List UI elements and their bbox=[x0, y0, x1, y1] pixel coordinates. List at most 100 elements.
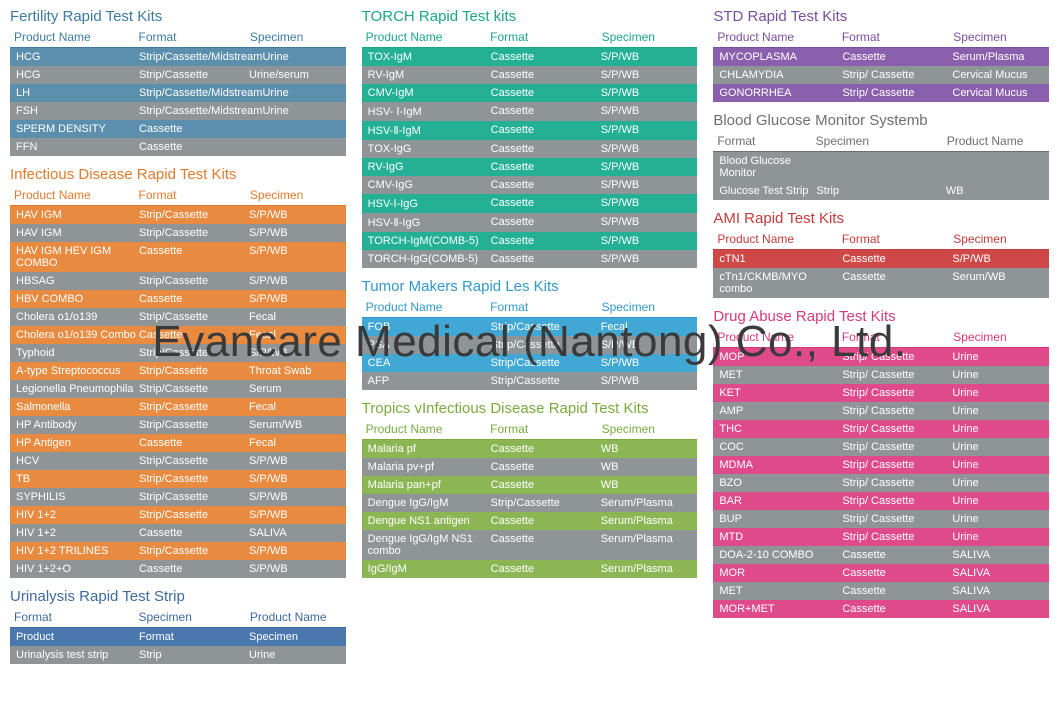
cell: Strip/Cassette bbox=[139, 509, 249, 521]
cell: S/P/WB bbox=[601, 105, 692, 118]
table-row: TORCH-IgM(COMB-5)CassetteS/P/WB bbox=[362, 232, 698, 250]
table-row: AMPStrip/ CassetteUrine bbox=[713, 402, 1049, 420]
cell: Legionella Pneumophila bbox=[16, 383, 139, 395]
cell: S/P/WB bbox=[249, 209, 340, 221]
cell: HAV IGM bbox=[16, 209, 139, 221]
section: Tropics vInfectious Disease Rapid Test K… bbox=[362, 400, 698, 578]
cell: S/P/WB bbox=[249, 293, 340, 305]
cell: Strip/Cassette bbox=[491, 497, 601, 509]
header-cell: Specimen bbox=[139, 610, 250, 624]
cell: S/P/WB bbox=[601, 375, 692, 387]
section-title: Tumor Makers Rapid Les Kits bbox=[362, 278, 698, 295]
cell: Cassette bbox=[491, 461, 601, 473]
cell: Cholera o1/o139 bbox=[16, 311, 139, 323]
cell: Fecal bbox=[249, 401, 340, 413]
section: Drug Abuse Rapid Test KitsProduct NameFo… bbox=[713, 308, 1049, 618]
cell: MOR bbox=[719, 567, 842, 579]
cell: S/P/WB bbox=[601, 357, 692, 369]
cell: Strip/ Cassette bbox=[842, 423, 952, 435]
cell: Strip/Cassette bbox=[491, 375, 601, 387]
cell: MET bbox=[719, 369, 842, 381]
table-row: TORCH-IgG(COMB-5)CassetteS/P/WB bbox=[362, 250, 698, 268]
table-header: Product NameFormatSpecimen bbox=[10, 28, 346, 48]
cell: SALIVA bbox=[952, 603, 1043, 615]
cell: FFN bbox=[16, 141, 139, 153]
column-0: Fertility Rapid Test KitsProduct NameFor… bbox=[10, 8, 346, 674]
cell: TB bbox=[16, 473, 139, 485]
cell: BAR bbox=[719, 495, 842, 507]
section-title: STD Rapid Test Kits bbox=[713, 8, 1049, 25]
cell: SYPHILIS bbox=[16, 491, 139, 503]
cell: LH bbox=[16, 87, 139, 99]
cell: Cervical Mucus bbox=[952, 87, 1043, 99]
cell: HBSAG bbox=[16, 275, 139, 287]
section: Tumor Makers Rapid Les KitsProduct NameF… bbox=[362, 278, 698, 390]
section-title: Blood Glucose Monitor Systemb bbox=[713, 112, 1049, 129]
cell: Serum/Plasma bbox=[601, 533, 692, 557]
cell: GONORRHEA bbox=[719, 87, 842, 99]
header-cell: Format bbox=[842, 232, 953, 246]
header-cell: Format bbox=[490, 30, 601, 44]
cell: Cassette bbox=[139, 245, 249, 269]
table-row: MYCOPLASMACassetteSerum/Plasma bbox=[713, 48, 1049, 66]
cell: HIV 1+2 TRILINES bbox=[16, 545, 139, 557]
cell: Urine bbox=[262, 105, 353, 117]
cell: HAV IGM bbox=[16, 227, 139, 239]
cell: HP Antibody bbox=[16, 419, 139, 431]
table-row: HCVStrip/CassetteS/P/WB bbox=[10, 452, 346, 470]
cell: SALIVA bbox=[952, 567, 1043, 579]
cell: HIV 1+2+O bbox=[16, 563, 139, 575]
cell: HCG bbox=[16, 51, 139, 63]
cell: Serum/Plasma bbox=[601, 497, 692, 509]
cell: Strip/Cassette/Midstream bbox=[139, 87, 262, 99]
table-header: Product NameFormatSpecimen bbox=[362, 420, 698, 440]
cell: TOX-IgG bbox=[368, 143, 491, 155]
cell: Typhoid bbox=[16, 347, 139, 359]
cell: A-type Streptococcus bbox=[16, 365, 139, 377]
cell: WB bbox=[601, 461, 692, 473]
cell: Strip/Cassette bbox=[139, 69, 249, 81]
table-header: Product NameFormatSpecimen bbox=[713, 230, 1049, 250]
cell: S/P/WB bbox=[601, 339, 692, 351]
table-row: SalmonellaStrip/CassetteFecal bbox=[10, 398, 346, 416]
section-title: TORCH Rapid Test kits bbox=[362, 8, 698, 25]
cell: S/P/WB bbox=[249, 455, 340, 467]
table-row: FSHStrip/Cassette/MidstreamUrine bbox=[10, 102, 346, 120]
section: Infectious Disease Rapid Test KitsProduc… bbox=[10, 166, 346, 578]
cell: Fecal bbox=[249, 437, 340, 449]
table-header: FormatSpecimenProduct Name bbox=[713, 132, 1049, 152]
section: AMI Rapid Test KitsProduct NameFormatSpe… bbox=[713, 210, 1049, 298]
cell: HBV COMBO bbox=[16, 293, 139, 305]
cell: Cassette bbox=[491, 143, 601, 155]
cell: Blood Glucose Monitor bbox=[719, 155, 816, 179]
cell: Urine bbox=[262, 87, 353, 99]
cell: Dengue IgG/IgM bbox=[368, 497, 491, 509]
cell: Serum/WB bbox=[952, 271, 1043, 295]
header-cell: Specimen bbox=[250, 188, 342, 202]
table-row: HAV IGM HEV IGM COMBOCassetteS/P/WB bbox=[10, 242, 346, 272]
cell: Strip/Cassette bbox=[139, 491, 249, 503]
cell: FOB bbox=[368, 321, 491, 333]
cell: WB bbox=[601, 443, 692, 455]
cell: Cassette bbox=[491, 235, 601, 247]
table-row: Blood Glucose Monitor bbox=[713, 152, 1049, 182]
cell: MDMA bbox=[719, 459, 842, 471]
table-row: HIV 1+2Strip/CassetteS/P/WB bbox=[10, 506, 346, 524]
cell: Strip/Cassette bbox=[491, 339, 601, 351]
table-row: THCStrip/ CassetteUrine bbox=[713, 420, 1049, 438]
header-cell: Product Name bbox=[717, 330, 842, 344]
cell: Strip/ Cassette bbox=[842, 531, 952, 543]
cell: Serum bbox=[249, 383, 340, 395]
cell: Cassette bbox=[491, 105, 601, 118]
cell: S/P/WB bbox=[601, 87, 692, 99]
table-row: RV-IgMCassetteS/P/WB bbox=[362, 66, 698, 84]
cell: Urine bbox=[952, 477, 1043, 489]
cell: Urine bbox=[952, 423, 1043, 435]
cell: FSH bbox=[16, 105, 139, 117]
cell: S/P/WB bbox=[249, 275, 340, 287]
header-cell: Specimen bbox=[953, 330, 1045, 344]
cell: Strip/Cassette bbox=[139, 227, 249, 239]
cell: Cassette bbox=[842, 51, 952, 63]
table-row: MOPStrip/ CassetteUrine bbox=[713, 348, 1049, 366]
table-row: Malaria pv+pfCassetteWB bbox=[362, 458, 698, 476]
